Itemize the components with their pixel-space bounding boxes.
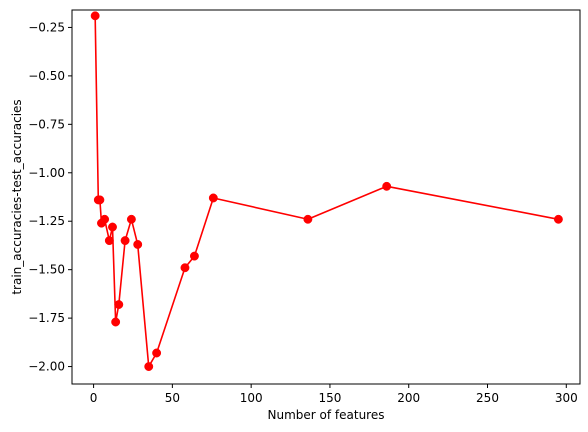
data-point bbox=[133, 240, 143, 249]
x-tick-label: 250 bbox=[476, 391, 499, 405]
data-point bbox=[152, 348, 162, 358]
data-point bbox=[180, 263, 190, 273]
x-tick-label: 0 bbox=[90, 391, 98, 405]
data-point bbox=[108, 222, 117, 232]
series-layer bbox=[90, 11, 563, 372]
y-tick-label: −0.25 bbox=[28, 20, 65, 34]
axis-ticks: 0 50 100 150 200 250 300 −2.00 −1.75 −1.50 −1.25 −1… bbox=[28, 20, 578, 405]
y-tick-label: −0.75 bbox=[28, 117, 65, 131]
data-point bbox=[189, 251, 199, 261]
data-point bbox=[126, 214, 136, 224]
y-tick-label: −1.25 bbox=[28, 214, 65, 228]
data-point bbox=[114, 300, 124, 309]
data-point bbox=[104, 236, 114, 246]
plot-frame bbox=[71, 9, 581, 385]
x-tick-label: 300 bbox=[555, 391, 578, 405]
x-axis-label: Number of features bbox=[268, 408, 385, 422]
data-point bbox=[111, 317, 121, 327]
data-point bbox=[303, 214, 313, 224]
y-tick-label: −1.50 bbox=[28, 263, 65, 277]
data-point bbox=[95, 195, 105, 205]
y-tick-label: −2.00 bbox=[28, 360, 65, 374]
data-point bbox=[144, 362, 154, 372]
x-tick-label: 50 bbox=[165, 391, 180, 405]
y-tick-label: −0.50 bbox=[28, 69, 65, 83]
data-point bbox=[100, 214, 110, 224]
plot-background bbox=[72, 10, 580, 384]
x-tick-label: 150 bbox=[318, 391, 341, 405]
data-point bbox=[120, 236, 130, 246]
x-tick-label: 200 bbox=[397, 391, 420, 405]
data-point bbox=[382, 181, 392, 191]
x-tick-label: 100 bbox=[240, 391, 263, 405]
y-axis-label: train_accuracies-test_accuracies bbox=[10, 99, 24, 294]
y-tick-label: −1.00 bbox=[28, 166, 65, 180]
data-point bbox=[553, 214, 563, 224]
data-point bbox=[90, 11, 100, 21]
y-tick-label: −1.75 bbox=[28, 311, 65, 325]
data-point bbox=[208, 193, 218, 203]
